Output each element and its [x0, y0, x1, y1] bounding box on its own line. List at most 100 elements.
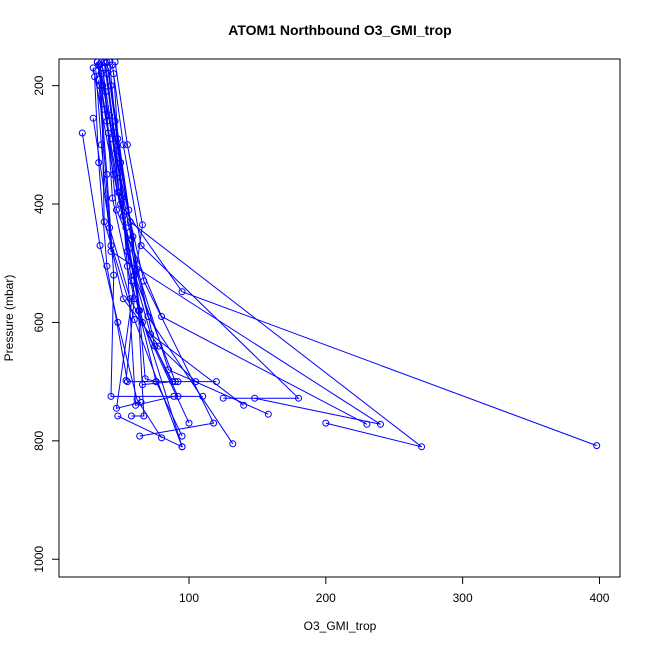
x-tick-label: 400	[589, 591, 609, 605]
data-point	[178, 288, 186, 296]
data-point	[593, 442, 601, 450]
series-line	[99, 85, 203, 397]
data-point	[89, 114, 97, 122]
y-tick-label: 600	[32, 312, 46, 332]
profile-series	[111, 58, 146, 412]
data-point	[128, 412, 135, 420]
series-line	[111, 64, 300, 399]
profile-series	[95, 76, 200, 386]
y-tick-label: 200	[32, 75, 46, 95]
series-line	[114, 61, 144, 409]
y-tick-label: 1000	[32, 546, 46, 573]
data-point	[264, 410, 272, 418]
data-point	[158, 313, 166, 320]
data-point	[185, 419, 193, 427]
data-point	[126, 295, 134, 303]
data-point	[137, 242, 145, 249]
data-point	[107, 242, 115, 249]
data-point	[170, 392, 178, 400]
data-point	[169, 378, 177, 386]
data-point	[140, 277, 148, 285]
y-tick-label: 800	[32, 431, 46, 451]
y-axis-label: Pressure (mbar)	[2, 275, 16, 362]
data-point	[113, 206, 120, 214]
data-point	[114, 412, 122, 420]
x-axis: 100 200 300 400	[179, 576, 610, 605]
data-point	[295, 394, 302, 402]
data-point	[123, 262, 131, 270]
series-line	[98, 64, 183, 447]
data-point	[151, 342, 159, 350]
data-point	[111, 58, 119, 66]
data-point	[192, 378, 200, 386]
data-point	[110, 271, 118, 279]
data-point	[178, 432, 186, 440]
data-point	[95, 76, 103, 84]
series-line	[107, 67, 157, 383]
profile-series	[93, 58, 138, 384]
data-point	[110, 70, 118, 78]
series-line	[100, 73, 184, 448]
data-point	[132, 401, 140, 409]
data-point	[322, 419, 330, 427]
data-point	[130, 316, 138, 323]
data-point	[136, 432, 144, 440]
data-point	[140, 412, 148, 420]
data-point	[155, 342, 163, 350]
series-layer	[78, 58, 601, 451]
data-point	[103, 70, 111, 78]
x-tick-label: 200	[316, 591, 336, 605]
data-point	[100, 218, 108, 226]
data-point	[123, 141, 131, 149]
data-point	[103, 262, 111, 270]
series-line	[105, 63, 422, 448]
x-tick-label: 100	[179, 591, 199, 605]
profile-series	[99, 64, 371, 428]
series-line	[113, 73, 175, 406]
data-point	[96, 242, 104, 249]
data-point	[147, 330, 155, 338]
profile-series	[103, 70, 186, 440]
x-axis-label: O3_GMI_trop	[304, 619, 377, 633]
data-point	[137, 398, 145, 406]
data-point	[115, 188, 123, 196]
data-point	[123, 378, 131, 386]
data-point	[95, 159, 103, 167]
plot-frame	[58, 58, 621, 578]
series-line	[81, 132, 163, 439]
data-point	[108, 194, 116, 202]
x-tick-label: 300	[453, 591, 473, 605]
data-point	[178, 443, 186, 451]
data-point	[122, 224, 130, 232]
data-point	[119, 141, 127, 149]
data-point	[174, 378, 182, 386]
data-point	[103, 170, 111, 178]
data-point	[210, 419, 218, 427]
data-point	[377, 420, 384, 428]
profile-series	[110, 70, 178, 409]
data-point	[240, 401, 248, 409]
profile-series	[108, 61, 302, 402]
series-line	[95, 70, 381, 425]
profile-series	[89, 114, 177, 389]
data-point	[139, 221, 146, 229]
data-point	[128, 277, 135, 285]
data-point	[107, 392, 115, 400]
data-point	[363, 420, 371, 428]
series-line	[98, 79, 197, 382]
profile-series	[96, 82, 207, 400]
profile-series	[91, 73, 182, 386]
chart-title: ATOM1 Northbound O3_GMI_trop	[228, 22, 451, 38]
data-point	[93, 58, 101, 66]
data-point	[229, 440, 237, 448]
data-point	[113, 404, 120, 412]
series-line	[96, 61, 135, 381]
y-axis: 200 400 600 800 1000	[32, 75, 60, 573]
data-point	[122, 377, 130, 384]
data-point	[99, 82, 107, 90]
data-point	[144, 313, 152, 320]
data-point	[152, 378, 160, 386]
data-point	[78, 129, 86, 137]
series-line	[106, 73, 183, 437]
